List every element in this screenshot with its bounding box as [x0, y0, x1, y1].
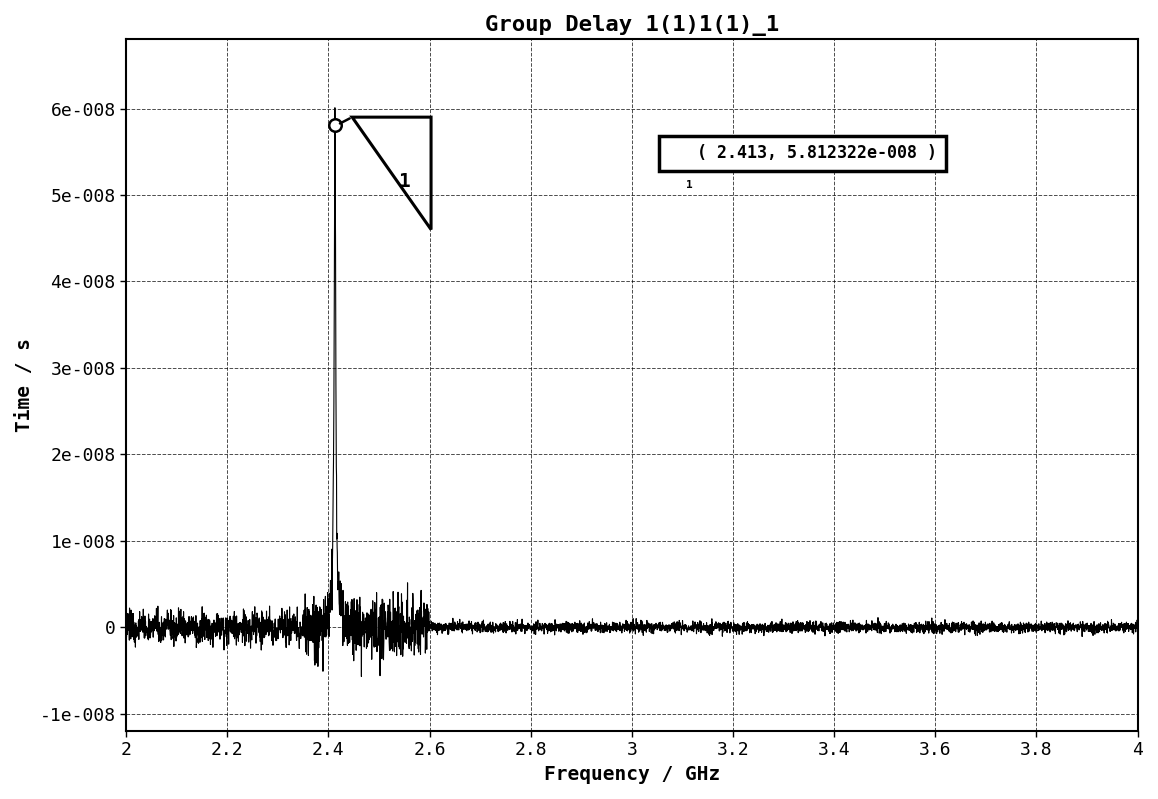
- Text: 1: 1: [686, 180, 692, 189]
- Y-axis label: Time / s: Time / s: [15, 338, 34, 432]
- Title: Group Delay 1(1)1(1)_1: Group Delay 1(1)1(1)_1: [485, 15, 779, 36]
- X-axis label: Frequency / GHz: Frequency / GHz: [544, 765, 720, 784]
- Text: 1: 1: [398, 173, 410, 192]
- Text: ( 2.413, 5.812322e-008 ): ( 2.413, 5.812322e-008 ): [667, 145, 937, 162]
